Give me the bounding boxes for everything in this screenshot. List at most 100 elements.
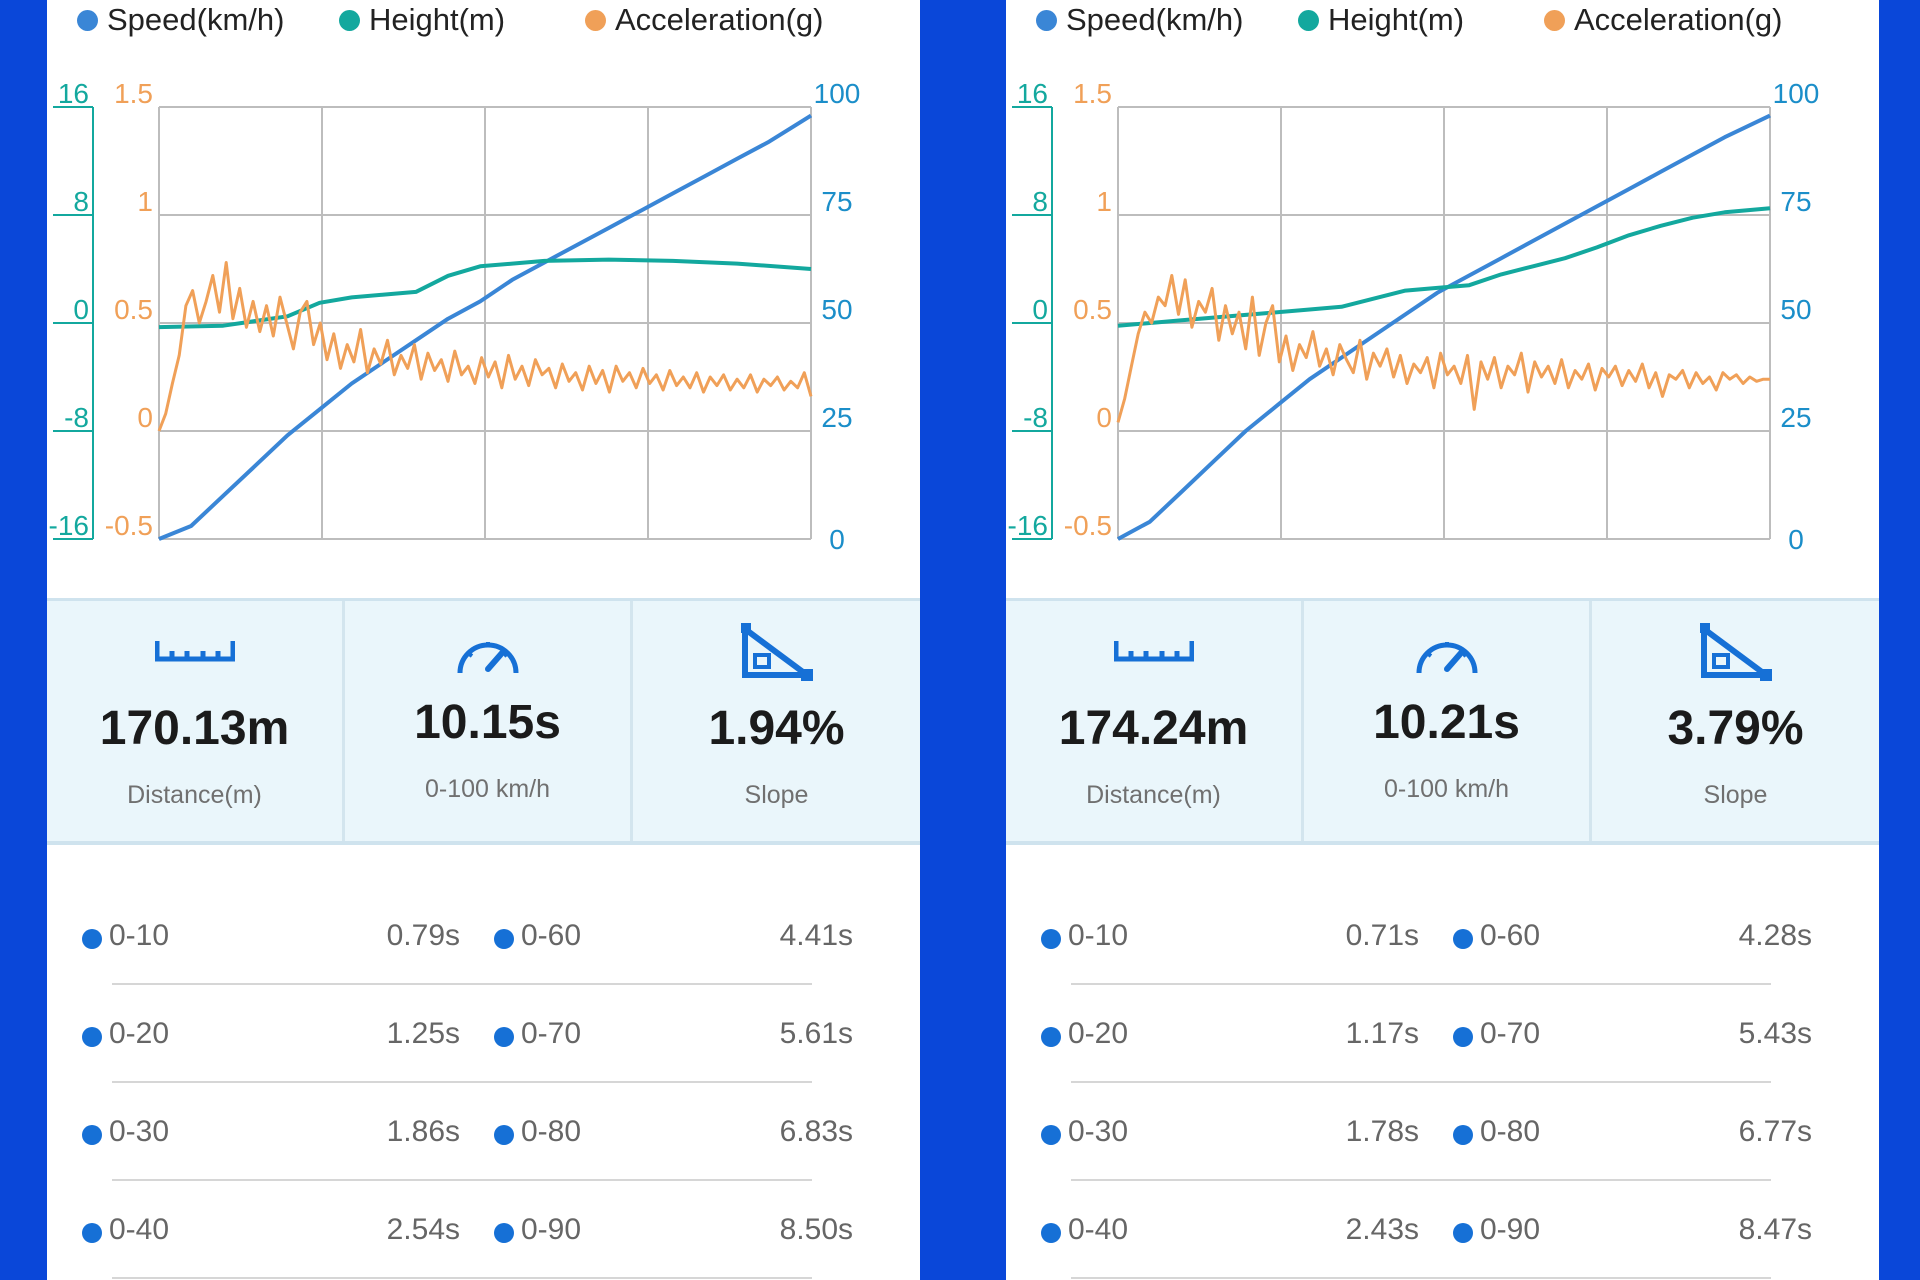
chart-legend: Speed(km/h) Height(m) Acceleration(g)	[1006, 0, 1879, 44]
stat-slope: 1.94% Slope	[633, 601, 920, 841]
distance-label: Distance(m)	[1086, 781, 1221, 809]
bullet-icon	[494, 1027, 514, 1047]
split-label: 0-80	[521, 1115, 582, 1148]
height-dot-icon	[339, 9, 360, 31]
acceleration-tick-label: -0.5	[1064, 510, 1112, 541]
slope-value: 3.79%	[1667, 702, 1804, 755]
row-divider	[1071, 1081, 1771, 1083]
row-divider	[112, 1179, 812, 1181]
stat-divider	[1301, 601, 1304, 841]
legend-speed[interactable]: Speed(km/h)	[1036, 2, 1243, 38]
legend-height-label: Height(m)	[1328, 2, 1465, 37]
split-label: 0-60	[521, 919, 582, 952]
speed-series-line	[158, 113, 813, 541]
zero-to-hundred-value: 10.15s	[414, 696, 561, 749]
distance-value: 174.24m	[1058, 702, 1249, 755]
bullet-icon	[1453, 1223, 1473, 1243]
bullet-icon	[1453, 1027, 1473, 1047]
split-time: 1.86s	[386, 1115, 460, 1148]
row-divider	[1071, 983, 1771, 985]
split-time: 8.47s	[1738, 1213, 1812, 1246]
acceleration-tick-label: 1	[1096, 186, 1112, 217]
speed-tick-label: 100	[1773, 78, 1820, 109]
split-label: 0-40	[1068, 1213, 1129, 1246]
speed-tick-label: 75	[1780, 186, 1811, 217]
split-label: 0-70	[1480, 1017, 1541, 1050]
split-label: 0-30	[1068, 1115, 1129, 1148]
height-tick-label: -8	[1023, 402, 1048, 433]
height-series-line	[1117, 206, 1771, 328]
speed-tick-label: 75	[821, 186, 852, 217]
split-label: 0-70	[521, 1017, 582, 1050]
distance-label: Distance(m)	[127, 781, 262, 809]
acceleration-chart[interactable]: 16 8 0 -8 -16 1.5 1 0.5 0 -0.5 100 75 50 25 0	[47, 60, 920, 550]
row-divider	[1071, 1179, 1771, 1181]
slope-icon	[740, 623, 813, 681]
stat-acceleration-time: 10.21s 0-100 km/h	[1304, 601, 1589, 841]
height-tick-label: 8	[73, 186, 89, 217]
split-label: 0-10	[1068, 919, 1129, 952]
split-time: 4.41s	[779, 919, 853, 952]
legend-acceleration-label: Acceleration(g)	[615, 2, 824, 37]
ruler-icon	[154, 641, 235, 662]
split-time: 2.54s	[386, 1213, 460, 1246]
bullet-icon	[494, 1125, 514, 1145]
bullet-icon	[1041, 929, 1061, 949]
acceleration-tick-label: -0.5	[105, 510, 153, 541]
chart-legend: Speed(km/h) Height(m) Acceleration(g)	[47, 0, 920, 44]
bullet-icon	[82, 1027, 102, 1047]
split-row: 0-10 0.79s 0-60 4.41s	[47, 895, 920, 993]
stat-acceleration-time: 10.15s 0-100 km/h	[345, 601, 630, 841]
zero-to-hundred-value: 10.21s	[1373, 696, 1520, 749]
split-label: 0-90	[1480, 1213, 1541, 1246]
speed-series-line	[1117, 113, 1771, 541]
legend-acceleration[interactable]: Acceleration(g)	[585, 2, 823, 38]
stat-slope: 3.79% Slope	[1592, 601, 1879, 841]
split-time: 6.83s	[779, 1115, 853, 1148]
bullet-icon	[1041, 1027, 1061, 1047]
legend-height[interactable]: Height(m)	[1298, 2, 1464, 38]
bullet-icon	[82, 1125, 102, 1145]
slope-label: Slope	[1703, 781, 1768, 809]
speed-tick-label: 0	[829, 524, 845, 550]
split-time: 8.50s	[779, 1213, 853, 1246]
split-label: 0-40	[109, 1213, 170, 1246]
split-label: 0-10	[109, 919, 170, 952]
acceleration-tick-label: 0	[137, 402, 153, 433]
height-tick-label: 0	[73, 294, 89, 325]
stats-summary: 170.13m Distance(m) 10.15s 0-100 km/h 1.…	[47, 598, 920, 845]
split-time: 2.43s	[1345, 1213, 1419, 1246]
split-time: 5.61s	[779, 1017, 853, 1050]
legend-height[interactable]: Height(m)	[339, 2, 505, 38]
legend-acceleration[interactable]: Acceleration(g)	[1544, 2, 1782, 38]
legend-acceleration-label: Acceleration(g)	[1574, 2, 1783, 37]
bullet-icon	[494, 929, 514, 949]
legend-speed[interactable]: Speed(km/h)	[77, 2, 284, 38]
split-label: 0-20	[109, 1017, 170, 1050]
split-time: 1.78s	[1345, 1115, 1419, 1148]
acceleration-tick-label: 0.5	[1073, 294, 1112, 325]
height-tick-label: 16	[1017, 78, 1048, 109]
split-time: 6.77s	[1738, 1115, 1812, 1148]
split-row: 0-40 2.54s 0-90 8.50s	[47, 1189, 920, 1280]
height-series-line	[158, 257, 812, 330]
bullet-icon	[82, 929, 102, 949]
slope-value: 1.94%	[708, 702, 845, 755]
split-time: 0.79s	[386, 919, 460, 952]
acceleration-dot-icon	[585, 9, 606, 31]
acceleration-chart[interactable]: 16 8 0 -8 -16 1.5 1 0.5 0 -0.5 100 75 50 25 0	[1006, 60, 1879, 550]
distance-value: 170.13m	[99, 702, 290, 755]
split-row: 0-20 1.17s 0-70 5.43s	[1006, 993, 1879, 1091]
height-tick-label: 8	[1032, 186, 1048, 217]
speedometer-icon	[457, 642, 518, 674]
split-row: 0-10 0.71s 0-60 4.28s	[1006, 895, 1879, 993]
speed-tick-label: 50	[1780, 294, 1811, 325]
speed-tick-label: 25	[821, 402, 852, 433]
split-row: 0-30 1.78s 0-80 6.77s	[1006, 1091, 1879, 1189]
acceleration-tick-label: 1.5	[1073, 78, 1112, 109]
stat-divider	[630, 601, 633, 841]
height-tick-label: -8	[64, 402, 89, 433]
height-tick-label: 16	[58, 78, 89, 109]
bullet-icon	[1453, 1125, 1473, 1145]
split-time: 1.17s	[1345, 1017, 1419, 1050]
